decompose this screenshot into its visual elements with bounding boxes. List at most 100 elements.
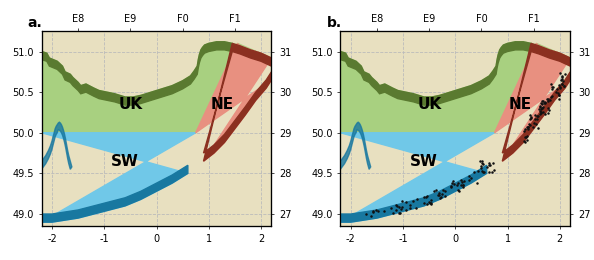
Point (560, 72, 569, 76)
Point (537, 101, 546, 106)
Polygon shape (42, 42, 271, 133)
Point (459, 183, 468, 187)
Polygon shape (340, 165, 486, 222)
Point (450, 182, 459, 186)
Point (541, 100, 550, 105)
Point (536, 101, 546, 105)
Point (369, 210, 378, 214)
Point (434, 191, 444, 195)
Point (465, 174, 474, 178)
Point (529, 121, 538, 125)
Point (554, 83, 563, 87)
Point (435, 196, 444, 200)
Point (537, 106, 546, 110)
Point (546, 82, 556, 87)
Point (388, 211, 398, 215)
Point (436, 195, 446, 199)
Point (453, 188, 462, 192)
Point (557, 75, 567, 79)
Point (438, 187, 447, 192)
Point (526, 115, 536, 119)
Polygon shape (340, 122, 371, 169)
Polygon shape (340, 31, 570, 226)
Polygon shape (204, 43, 271, 161)
Point (538, 105, 547, 109)
Point (485, 162, 495, 167)
Point (425, 201, 434, 205)
Point (560, 84, 569, 88)
Point (380, 209, 389, 213)
Point (555, 86, 564, 90)
Point (546, 94, 556, 99)
Point (535, 106, 544, 110)
Point (459, 179, 469, 183)
Polygon shape (42, 133, 195, 222)
Point (520, 140, 530, 144)
Point (420, 201, 429, 205)
Point (557, 74, 567, 78)
Point (476, 159, 485, 163)
Point (426, 202, 435, 206)
Point (446, 184, 456, 188)
Point (552, 87, 562, 92)
Text: UK: UK (417, 97, 441, 112)
Point (520, 135, 530, 139)
Point (533, 126, 543, 131)
Text: b.: b. (327, 16, 342, 30)
Polygon shape (340, 133, 494, 222)
Point (448, 179, 458, 183)
Point (525, 122, 535, 127)
Point (473, 169, 483, 173)
Point (391, 208, 401, 212)
Point (557, 81, 566, 86)
Point (485, 163, 494, 167)
Point (529, 125, 538, 129)
Point (458, 185, 467, 189)
Point (557, 78, 566, 82)
Point (457, 180, 467, 184)
Polygon shape (42, 122, 72, 169)
Point (476, 166, 486, 170)
Point (397, 205, 406, 209)
Point (361, 212, 371, 216)
Point (374, 209, 383, 213)
Point (476, 164, 486, 168)
Point (523, 127, 532, 131)
Point (397, 198, 406, 203)
Point (465, 178, 474, 182)
Polygon shape (42, 165, 188, 222)
Point (470, 170, 479, 174)
Point (535, 112, 545, 116)
Point (524, 122, 533, 126)
Point (523, 125, 533, 129)
Point (555, 85, 565, 89)
Polygon shape (340, 42, 531, 105)
Point (412, 197, 422, 201)
Point (426, 201, 435, 205)
Point (545, 98, 555, 102)
Point (478, 170, 488, 174)
Point (452, 183, 462, 187)
Point (554, 91, 563, 95)
Point (554, 93, 564, 97)
Point (522, 125, 532, 129)
Point (446, 185, 456, 190)
Point (454, 188, 463, 193)
Point (539, 101, 549, 105)
Point (482, 165, 492, 169)
Polygon shape (503, 43, 570, 161)
Point (456, 178, 466, 182)
Text: UK: UK (118, 97, 143, 112)
Polygon shape (195, 43, 271, 161)
Point (472, 181, 481, 185)
Point (420, 195, 429, 199)
Point (533, 114, 543, 118)
Text: a.: a. (28, 16, 43, 30)
Point (477, 161, 486, 165)
Point (536, 110, 545, 114)
Point (540, 112, 549, 116)
Point (394, 205, 404, 209)
Text: SW: SW (410, 154, 438, 169)
Point (489, 168, 498, 172)
Point (437, 192, 447, 196)
